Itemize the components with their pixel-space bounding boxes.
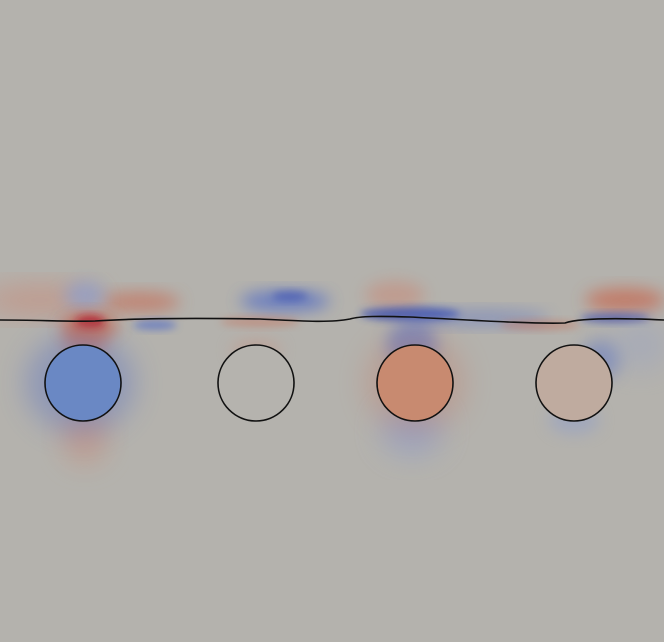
field-blob <box>585 288 664 312</box>
field-blob <box>610 320 664 370</box>
field-blob <box>133 320 177 330</box>
cylinder-1 <box>44 344 122 422</box>
field-blob <box>65 281 105 309</box>
cylinders <box>44 344 613 422</box>
interface-line <box>0 315 664 324</box>
cylinder-4 <box>535 344 613 422</box>
cylinder-2 <box>217 344 295 422</box>
field-blob <box>365 281 425 309</box>
cylinder-3 <box>376 344 454 422</box>
field-blob <box>100 292 180 312</box>
field-blob <box>272 291 308 301</box>
